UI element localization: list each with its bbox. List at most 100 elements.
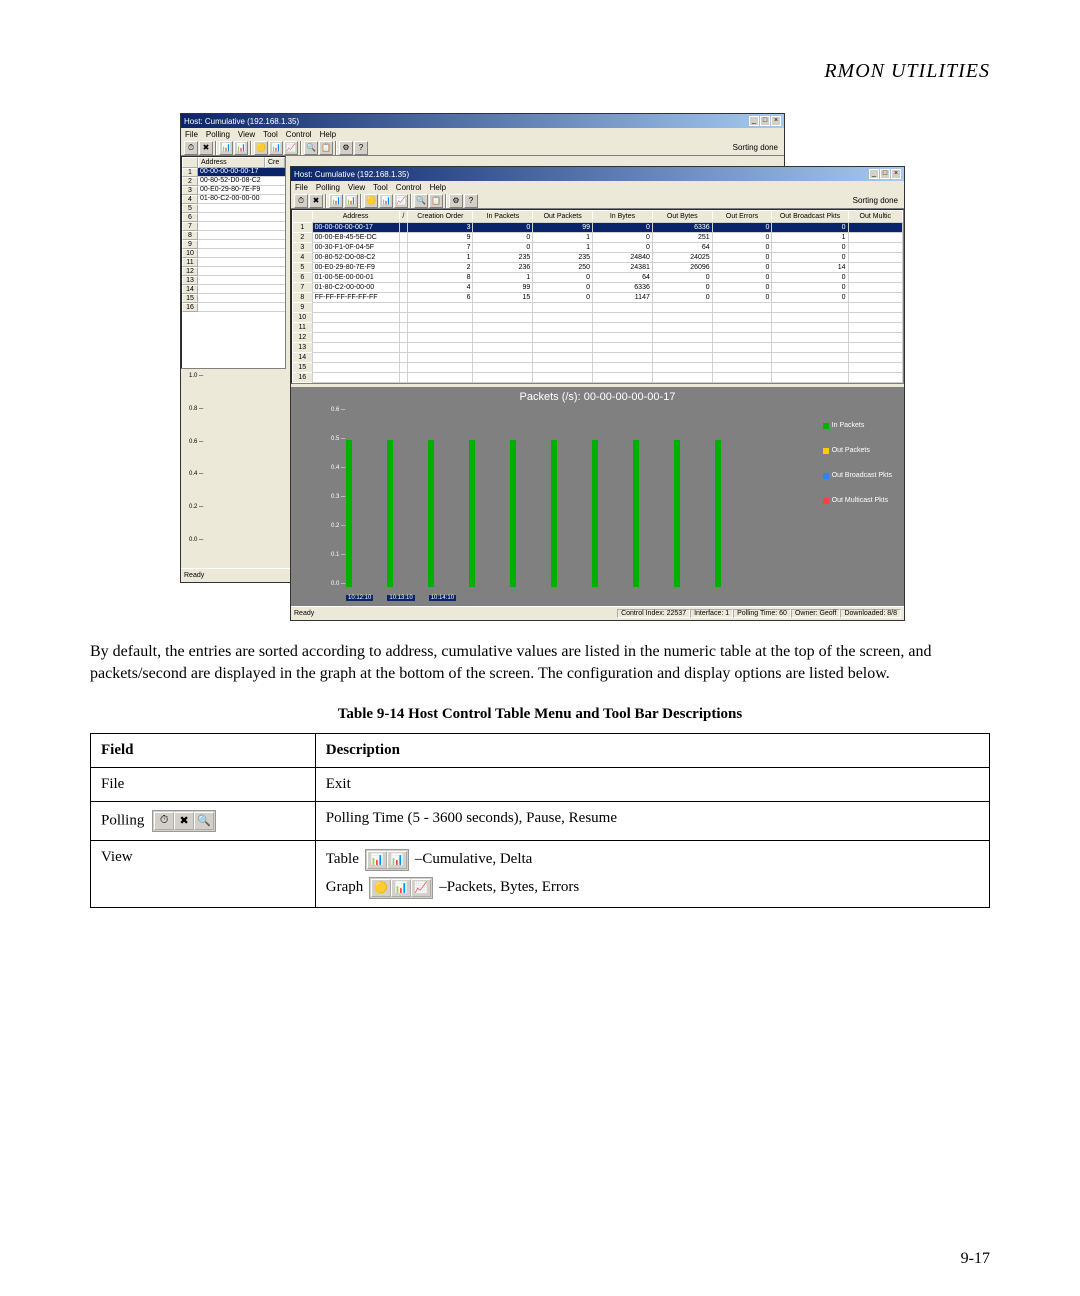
- menu-help[interactable]: Help: [320, 130, 336, 139]
- table-row[interactable]: 12: [293, 333, 903, 343]
- close-icon[interactable]: ×: [891, 169, 901, 179]
- address-row[interactable]: 300-E0-29-80-7E-F9: [182, 186, 285, 195]
- address-row[interactable]: 7: [182, 222, 285, 231]
- toolbar-button[interactable]: ⏱: [184, 141, 198, 155]
- menu-view[interactable]: View: [238, 130, 255, 139]
- chart-bar: [428, 440, 434, 587]
- toolbar-button[interactable]: 📋: [319, 141, 333, 155]
- table-row[interactable]: 300-30-F1-0F-04-5F70106400: [293, 243, 903, 253]
- packets-chart: Packets (/s): 00-00-00-00-00-17 0.6 ─0.5…: [291, 387, 904, 607]
- address-row[interactable]: 100-00-00-00-00-17: [182, 168, 285, 177]
- toolbar-button[interactable]: ?: [464, 194, 478, 208]
- minimize-icon[interactable]: _: [749, 116, 759, 126]
- table-row[interactable]: 200-00-E8-45-5E-DC901025101: [293, 233, 903, 243]
- col-header[interactable]: Out Errors: [712, 211, 772, 223]
- col-header[interactable]: Out Packets: [533, 211, 593, 223]
- page-header: RMON UTILITIES: [90, 60, 990, 83]
- menu-file[interactable]: File: [295, 183, 308, 192]
- menu-polling[interactable]: Polling: [316, 183, 340, 192]
- close-icon[interactable]: ×: [771, 116, 781, 126]
- table-row[interactable]: 601-00-5E-00-00-0181064000: [293, 273, 903, 283]
- descriptions-table: Field Description FileExitPolling ⏱✖🔍Pol…: [90, 733, 990, 908]
- chart-bar: [469, 440, 475, 587]
- table-row[interactable]: 9: [293, 303, 903, 313]
- address-row[interactable]: 11: [182, 258, 285, 267]
- table-row[interactable]: 16: [293, 373, 903, 383]
- col-header[interactable]: Out Multic: [848, 211, 902, 223]
- address-row[interactable]: 9: [182, 240, 285, 249]
- description-paragraph: By default, the entries are sorted accor…: [90, 641, 990, 686]
- table-row[interactable]: 13: [293, 343, 903, 353]
- menu-help[interactable]: Help: [430, 183, 446, 192]
- toolbar-button[interactable]: 📊: [234, 141, 248, 155]
- address-row[interactable]: 10: [182, 249, 285, 258]
- maximize-icon[interactable]: □: [880, 169, 890, 179]
- col-header[interactable]: [293, 211, 313, 223]
- toolbar-button[interactable]: ⚙: [449, 194, 463, 208]
- table-row[interactable]: 14: [293, 353, 903, 363]
- address-row[interactable]: 13: [182, 276, 285, 285]
- toolbar-button[interactable]: 📊: [269, 141, 283, 155]
- toolbar-button[interactable]: ✖: [309, 194, 323, 208]
- menu-control[interactable]: Control: [286, 130, 312, 139]
- address-row[interactable]: 12: [182, 267, 285, 276]
- toolbar-icon: ⏱: [154, 812, 174, 830]
- toolbar-button[interactable]: 📊: [344, 194, 358, 208]
- toolbar-button[interactable]: 📊: [329, 194, 343, 208]
- menu-view[interactable]: View: [348, 183, 365, 192]
- table-row: FileExit: [91, 767, 990, 801]
- toolbar-button[interactable]: 📊: [219, 141, 233, 155]
- table-row[interactable]: 500-E0-29-80-7E-F922362502438126096014: [293, 263, 903, 273]
- menu-tool[interactable]: Tool: [263, 130, 278, 139]
- table-row[interactable]: 701-80-C2-00-00-0049906336000: [293, 283, 903, 293]
- toolbar-button[interactable]: 📊: [379, 194, 393, 208]
- toolbar-button[interactable]: 🔍: [414, 194, 428, 208]
- toolbar-button[interactable]: ?: [354, 141, 368, 155]
- address-row[interactable]: 15: [182, 294, 285, 303]
- status-cell: Owner: Geoff: [791, 609, 841, 618]
- address-row[interactable]: 6: [182, 213, 285, 222]
- col-header[interactable]: Address: [312, 211, 399, 223]
- chart-bar: [510, 440, 516, 587]
- table-row[interactable]: 100-00-00-00-00-1730990633600: [293, 223, 903, 233]
- menu-file[interactable]: File: [185, 130, 198, 139]
- window-title: Host: Cumulative (192.168.1.35): [294, 170, 409, 179]
- table-row[interactable]: 400-80-52-D0-08-C21235235248402402500: [293, 253, 903, 263]
- col-header[interactable]: In Packets: [473, 211, 533, 223]
- table-row[interactable]: 10: [293, 313, 903, 323]
- small-chart: 1.0 ─0.8 ─0.6 ─0.4 ─0.2 ─0.0 ─: [181, 368, 286, 568]
- titlebar-front: Host: Cumulative (192.168.1.35) _ □ ×: [291, 167, 904, 181]
- toolbar-icon: 📊: [387, 851, 407, 869]
- toolbar-button[interactable]: ✖: [199, 141, 213, 155]
- toolbar-button[interactable]: 🔍: [304, 141, 318, 155]
- menu-polling[interactable]: Polling: [206, 130, 230, 139]
- menu-control[interactable]: Control: [396, 183, 422, 192]
- address-row[interactable]: 200-80-52-D0-08-C2: [182, 177, 285, 186]
- toolbar-button[interactable]: 📈: [394, 194, 408, 208]
- chart-bar: [674, 440, 680, 587]
- col-header[interactable]: /: [399, 211, 408, 223]
- toolbar-button[interactable]: ⏱: [294, 194, 308, 208]
- address-row[interactable]: 8: [182, 231, 285, 240]
- toolbar-button[interactable]: 🟡: [364, 194, 378, 208]
- address-row[interactable]: 5: [182, 204, 285, 213]
- table-row[interactable]: 11: [293, 323, 903, 333]
- toolbar-button[interactable]: 📋: [429, 194, 443, 208]
- address-row[interactable]: 14: [182, 285, 285, 294]
- menu-tool[interactable]: Tool: [373, 183, 388, 192]
- minimize-icon[interactable]: _: [869, 169, 879, 179]
- window-title: Host: Cumulative (192.168.1.35): [184, 117, 299, 126]
- table-row[interactable]: 15: [293, 363, 903, 373]
- col-header[interactable]: Out Broadcast Pkts: [772, 211, 848, 223]
- maximize-icon[interactable]: □: [760, 116, 770, 126]
- address-row[interactable]: 16: [182, 303, 285, 312]
- toolbar-button[interactable]: ⚙: [339, 141, 353, 155]
- toolbar-button[interactable]: 🟡: [254, 141, 268, 155]
- col-header[interactable]: Out Bytes: [652, 211, 712, 223]
- table-row[interactable]: 8FF-FF-FF-FF-FF-FF61501147000: [293, 293, 903, 303]
- col-header[interactable]: Creation Order: [408, 211, 473, 223]
- address-row[interactable]: 401-80-C2-00-00-00: [182, 195, 285, 204]
- menubar-back: File Polling View Tool Control Help: [181, 128, 784, 140]
- col-header[interactable]: In Bytes: [593, 211, 653, 223]
- toolbar-button[interactable]: 📈: [284, 141, 298, 155]
